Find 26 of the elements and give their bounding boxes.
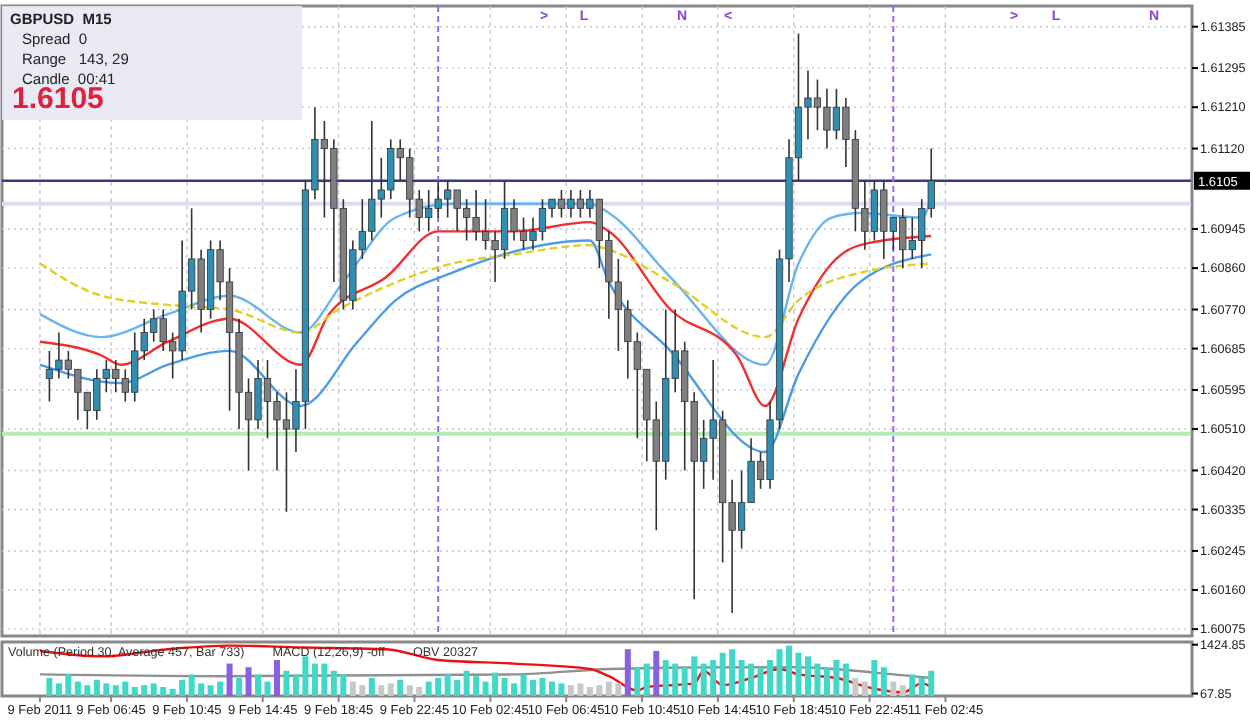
bar — [273, 660, 280, 696]
bar — [236, 678, 243, 696]
bar — [624, 649, 631, 696]
bar — [643, 663, 650, 696]
bar — [255, 674, 262, 696]
line-series — [38, 243, 933, 339]
bar — [387, 683, 394, 696]
bar — [378, 685, 385, 696]
bar — [899, 685, 906, 696]
bar — [653, 651, 660, 696]
bar — [852, 678, 859, 696]
bar — [368, 678, 375, 696]
bar — [283, 670, 290, 696]
bar — [880, 667, 887, 696]
bar — [871, 660, 878, 696]
bar — [890, 681, 897, 696]
bar — [842, 663, 849, 696]
bar — [634, 667, 641, 696]
bar — [397, 679, 404, 696]
bar — [46, 678, 53, 696]
bar — [909, 674, 916, 696]
line-series — [38, 239, 933, 454]
bar — [861, 681, 868, 696]
annotation: 1.6105 — [12, 82, 104, 116]
bar — [245, 667, 252, 696]
bar — [226, 663, 233, 696]
